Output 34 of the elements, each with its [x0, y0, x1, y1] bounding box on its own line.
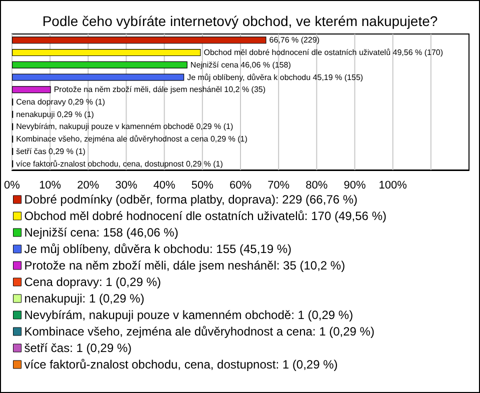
legend-label: Obchod měl dobré hodnocení dle ostatních uživatelů: 170 (49,56 %)	[24, 209, 386, 223]
x-tick-label: 0%	[4, 180, 20, 192]
data-label: Obchod měl dobré hodnocení dle ostatních uživatelů 49,56 % (170)	[204, 48, 444, 58]
x-tick-label: 30%	[115, 180, 138, 192]
data-label: Je můj oblíbeny, důvěra k obchodu 45,19 % (155)	[187, 72, 364, 82]
legend-label: šetří čas: 1 (0,29 %)	[24, 341, 132, 355]
chart-title: Podle čeho vybíráte internetový obchod, ve kterém nakupujete?	[42, 13, 438, 29]
data-label: Nejnižší cena 46,06 % (158)	[190, 60, 292, 70]
x-tick-label: 100%	[378, 180, 408, 192]
x-tick-label: 90%	[344, 180, 366, 192]
legend-label: Nevybírám, nakupuji pouze v kamenném obchodě: 1 (0,29 %)	[24, 308, 354, 322]
data-label: Cena dopravy 0,29 % (1)	[16, 98, 106, 106]
legend-label: Dobré podmínky (odběr, forma platby, doprava): 229 (66,76 %)	[24, 192, 358, 206]
legend-label: Je můj oblíbeny, důvěra k obchodu: 155 (45,19 %)	[24, 242, 292, 256]
x-tick-label: 20%	[77, 180, 100, 192]
data-label: nenakupuji 0,29 % (1)	[16, 110, 94, 119]
x-tick-label: 80%	[306, 180, 328, 192]
data-label: šetří čas 0,29 % (1)	[16, 146, 86, 156]
data-label: Kombinace všeho, zejména ale důvěryhodnost a cena 0,29 % (1)	[16, 134, 248, 144]
legend-label: více faktorů-znalost obchodu, cena, dostupnost: 1 (0,29 %)	[24, 358, 338, 372]
x-tick-label: 60%	[229, 180, 252, 192]
data-label: více faktorů-znalost obchodu, cena, dostupnost 0,29 % (1)	[16, 159, 224, 168]
legend-label: Nejnižší cena: 158 (46,06 %)	[24, 226, 178, 240]
legend-label: Protože na něm zboží měli, dále jsem nesháněl: 35 (10,2 %)	[24, 258, 346, 272]
data-label: 66,76 % (229)	[269, 36, 320, 45]
legend-label: Cena dopravy: 1 (0,29 %)	[24, 275, 161, 289]
legend-label: nenakupuji: 1 (0,29 %)	[24, 292, 144, 306]
x-tick-label: 10%	[39, 180, 62, 192]
data-label: Protože na něm zboží měli, dále jsem nesháněl 10,2 % (35)	[54, 85, 266, 94]
x-tick-label: 50%	[191, 180, 214, 192]
legend-label: Kombinace všeho, zejména ale důvěryhodnost a cena: 1 (0,29 %)	[24, 324, 374, 338]
x-tick-label: 70%	[268, 180, 290, 192]
data-label: Nevybírám, nakupuji pouze v kamenném obchodě 0,29 % (1)	[16, 122, 234, 132]
x-tick-label: 40%	[153, 180, 176, 192]
